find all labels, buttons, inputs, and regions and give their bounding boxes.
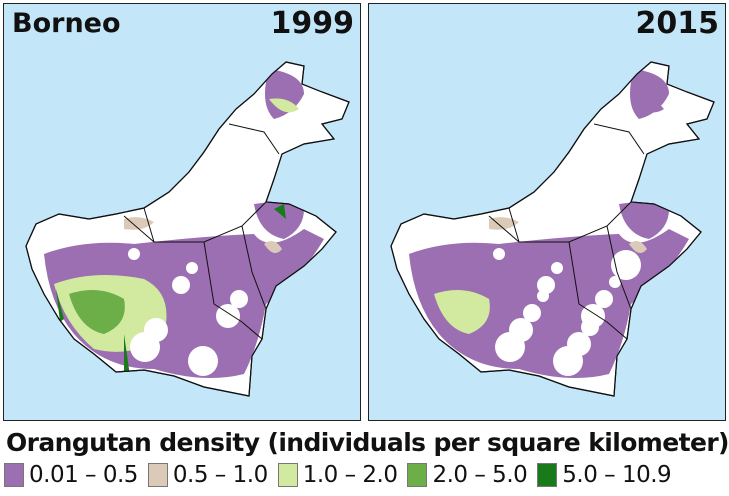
legend-label: 5.0 – 10.9 — [562, 462, 672, 488]
legend-item: 0.01 – 0.5 — [4, 462, 138, 488]
coastline — [390, 61, 715, 397]
legend-item: 1.0 – 2.0 — [277, 462, 398, 488]
density-patch — [634, 98, 664, 113]
legend-swatch — [277, 463, 298, 487]
gap — [188, 346, 218, 376]
gap — [595, 290, 613, 308]
legend-label: 0.5 – 1.0 — [172, 462, 268, 488]
region-label: Borneo — [12, 8, 121, 39]
legend-swatch — [147, 463, 168, 487]
legend-swatch — [407, 463, 428, 487]
legend-swatch — [537, 463, 558, 487]
gap — [537, 276, 555, 294]
legend: 0.01 – 0.5 0.5 – 1.0 1.0 – 2.0 2.0 – 5.0… — [4, 462, 672, 488]
density-patch — [629, 240, 647, 253]
gap — [509, 318, 533, 342]
gap — [493, 248, 505, 260]
gap — [551, 262, 563, 274]
gap — [216, 304, 240, 328]
gap — [128, 248, 140, 260]
legend-label: 1.0 – 2.0 — [302, 462, 398, 488]
gap — [611, 250, 641, 280]
density-patch — [124, 217, 154, 230]
map-panel-1999: Borneo 1999 — [3, 3, 361, 421]
gap — [523, 304, 541, 322]
gap — [609, 276, 621, 288]
gap — [537, 290, 549, 302]
gap — [581, 318, 599, 336]
gap — [186, 262, 198, 274]
gap — [144, 318, 168, 342]
legend-label: 2.0 – 5.0 — [432, 462, 528, 488]
gap — [172, 276, 190, 294]
legend-item: 0.5 – 1.0 — [147, 462, 268, 488]
admin-borders — [123, 123, 280, 340]
coastline — [25, 61, 350, 397]
gap — [567, 332, 591, 356]
gap — [230, 290, 248, 308]
legend-swatch — [4, 463, 24, 487]
density-patch — [69, 290, 125, 334]
density-patch — [489, 217, 519, 230]
density-patch — [264, 240, 282, 253]
density-layer — [44, 69, 324, 378]
legend-item: 5.0 – 10.9 — [537, 462, 672, 488]
borneo-map-1999 — [25, 61, 350, 397]
density-patch — [619, 202, 669, 239]
density-patch — [434, 290, 490, 334]
legend-label: 0.01 – 0.5 — [29, 462, 138, 488]
borneo-map-2015 — [390, 61, 715, 397]
density-patch — [254, 202, 304, 239]
admin-borders — [488, 123, 645, 340]
year-label: 1999 — [270, 6, 355, 41]
legend-title: Orangutan density (individuals per squar… — [6, 428, 729, 457]
year-label: 2015 — [635, 6, 720, 41]
map-panel-2015: 2015 — [368, 3, 726, 421]
density-layer — [409, 69, 689, 378]
legend-item: 2.0 – 5.0 — [407, 462, 528, 488]
density-patch — [269, 98, 299, 113]
